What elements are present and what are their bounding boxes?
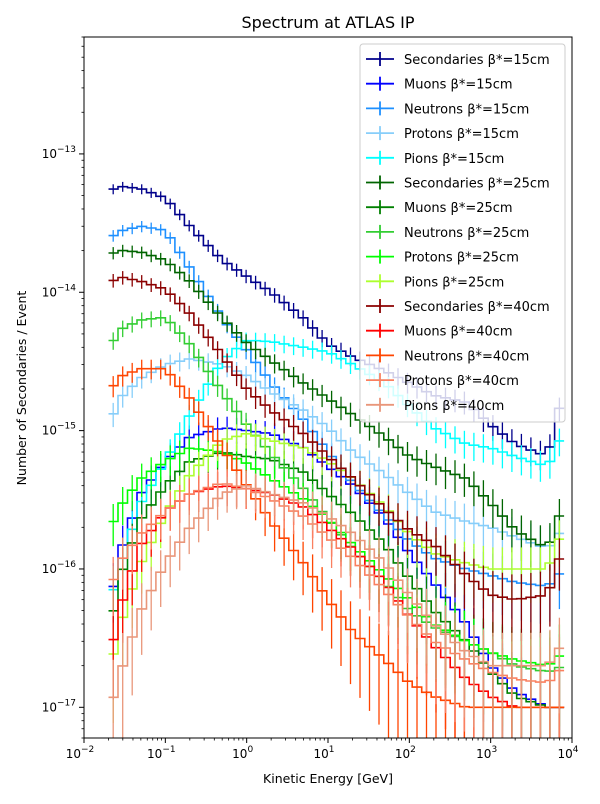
series-line bbox=[108, 452, 565, 709]
chart-title: Spectrum at ATLAS IP bbox=[241, 13, 414, 32]
legend-label: Secondaries β*=40cm bbox=[404, 300, 550, 315]
x-tick-label: 104 bbox=[557, 745, 578, 761]
x-axis: 10−2 10−1 100 101 102 103 104 bbox=[66, 738, 579, 761]
y-tick-label: 10−16 bbox=[42, 560, 77, 576]
legend-label: Protons β*=25cm bbox=[404, 251, 519, 266]
legend-entry: Secondaries β*=15cm bbox=[366, 52, 550, 68]
series-line bbox=[108, 358, 565, 547]
y-tick-label: 10−17 bbox=[42, 698, 76, 714]
x-tick-label: 10−2 bbox=[66, 745, 95, 761]
legend-entry: Neutrons β*=15cm bbox=[366, 101, 529, 117]
series-6 bbox=[108, 244, 565, 574]
legend-entry: Pions β*=15cm bbox=[366, 150, 504, 167]
legend-label: Protons β*=15cm bbox=[404, 127, 519, 142]
legend-entry: Neutrons β*=40cm bbox=[366, 348, 529, 364]
series-line bbox=[108, 485, 565, 699]
series-line bbox=[108, 367, 565, 709]
series-line bbox=[108, 483, 565, 683]
legend-label: Muons β*=40cm bbox=[404, 325, 513, 340]
legend-label: Secondaries β*=25cm bbox=[404, 177, 550, 192]
legend-entry: Protons β*=40cm bbox=[366, 373, 519, 389]
legend-label: Neutrons β*=40cm bbox=[404, 349, 529, 364]
legend-label: Neutrons β*=25cm bbox=[404, 226, 529, 241]
x-tick-label: 102 bbox=[395, 745, 416, 761]
legend-label: Pions β*=25cm bbox=[404, 275, 504, 290]
legend-label: Protons β*=40cm bbox=[404, 374, 519, 389]
legend-label: Muons β*=15cm bbox=[404, 78, 513, 93]
legend-label: Secondaries β*=15cm bbox=[404, 53, 550, 68]
series-15 bbox=[108, 470, 565, 738]
series-line bbox=[108, 276, 565, 600]
legend-entry: Muons β*=40cm bbox=[366, 323, 513, 340]
legend-entry: Protons β*=25cm bbox=[366, 249, 519, 266]
legend-label: Muons β*=25cm bbox=[404, 201, 513, 216]
plot-series-group bbox=[108, 181, 565, 738]
series-11 bbox=[108, 271, 565, 642]
legend-entry: Pions β*=40cm bbox=[366, 397, 504, 414]
legend: Secondaries β*=15cm Muons β*=15cm Neutrons… bbox=[359, 43, 566, 423]
legend-entry: Protons β*=15cm bbox=[366, 126, 519, 142]
series-line bbox=[108, 249, 565, 546]
y-tick-label: 10−13 bbox=[42, 145, 76, 161]
series-line bbox=[108, 339, 565, 591]
legend-entry: Secondaries β*=25cm bbox=[366, 175, 550, 192]
x-axis-label: Kinetic Energy [GeV] bbox=[263, 771, 393, 786]
legend-box bbox=[359, 43, 566, 423]
series-line bbox=[108, 447, 565, 666]
y-axis-label: Number of Secondaries / Event bbox=[14, 291, 29, 486]
legend-label: Pions β*=15cm bbox=[404, 152, 504, 167]
legend-entry: Muons β*=15cm bbox=[366, 76, 513, 93]
y-axis: 10−17 10−16 10−15 10−14 10−13 bbox=[42, 36, 84, 739]
x-tick-label: 10−1 bbox=[147, 745, 176, 761]
legend-entry: Muons β*=25cm bbox=[366, 200, 513, 216]
x-tick-label: 101 bbox=[313, 745, 334, 761]
x-tick-label: 100 bbox=[232, 745, 253, 761]
legend-label: Pions β*=40cm bbox=[404, 399, 504, 414]
y-tick-label: 10−15 bbox=[42, 422, 76, 438]
x-tick-label: 103 bbox=[476, 745, 497, 761]
y-tick-label: 10−14 bbox=[42, 283, 77, 299]
legend-entry: Neutrons β*=25cm bbox=[366, 224, 529, 241]
legend-entry: Pions β*=25cm bbox=[366, 274, 504, 290]
legend-entry: Secondaries β*=40cm bbox=[366, 299, 550, 315]
legend-label: Neutrons β*=15cm bbox=[404, 102, 529, 117]
